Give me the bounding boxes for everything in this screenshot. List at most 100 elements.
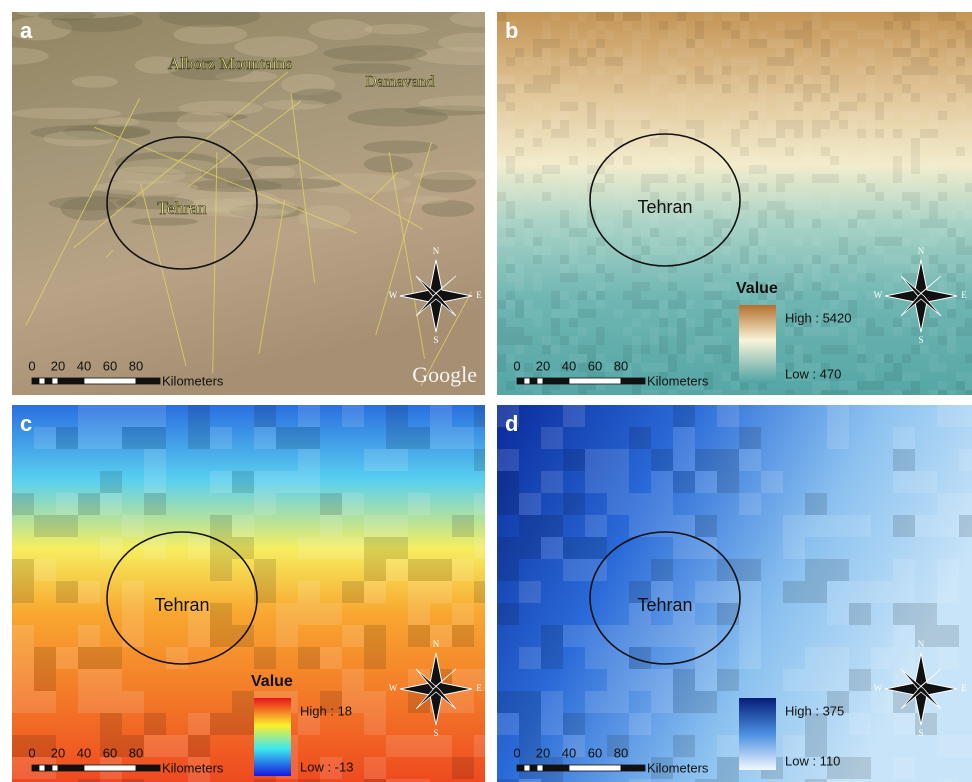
raster-cell bbox=[929, 48, 938, 57]
raster-cell bbox=[497, 219, 506, 228]
raster-cell bbox=[632, 147, 641, 156]
raster-cell bbox=[805, 669, 827, 691]
raster-cell bbox=[551, 120, 560, 129]
raster-cell bbox=[641, 300, 650, 309]
raster-cell bbox=[34, 669, 56, 691]
raster-cell bbox=[965, 246, 972, 255]
raster-cell bbox=[893, 318, 902, 327]
raster-cell bbox=[78, 691, 100, 713]
raster-cell bbox=[515, 48, 524, 57]
raster-cell bbox=[785, 102, 794, 111]
raster-cell bbox=[533, 318, 542, 327]
raster-cell bbox=[515, 129, 524, 138]
raster-cell bbox=[803, 75, 812, 84]
raster-cell bbox=[717, 735, 739, 757]
raster-cell bbox=[722, 210, 731, 219]
panel-label: a bbox=[20, 18, 33, 43]
scale-unit: Kilometers bbox=[162, 760, 224, 775]
raster-cell bbox=[956, 174, 965, 183]
raster-cell bbox=[938, 390, 947, 399]
compass-letter: E bbox=[476, 683, 482, 693]
raster-cell bbox=[848, 138, 857, 147]
raster-cell bbox=[830, 264, 839, 273]
raster-cell bbox=[569, 255, 578, 264]
raster-cell bbox=[506, 84, 515, 93]
raster-cell bbox=[56, 427, 78, 449]
raster-cell bbox=[849, 603, 871, 625]
raster-cell bbox=[956, 57, 965, 66]
raster-cell bbox=[875, 246, 884, 255]
raster-cell bbox=[866, 138, 875, 147]
raster-cell bbox=[713, 84, 722, 93]
raster-cell bbox=[587, 120, 596, 129]
raster-cell bbox=[959, 449, 972, 471]
raster-cell bbox=[866, 66, 875, 75]
raster-cell bbox=[100, 691, 122, 713]
raster-cell bbox=[659, 57, 668, 66]
raster-cell bbox=[515, 273, 524, 282]
raster-cell bbox=[497, 691, 519, 713]
raster-cell bbox=[902, 21, 911, 30]
raster-cell bbox=[704, 12, 713, 21]
raster-cell bbox=[515, 147, 524, 156]
raster-cell bbox=[607, 691, 629, 713]
raster-cell bbox=[866, 48, 875, 57]
raster-cell bbox=[911, 156, 920, 165]
raster-cell bbox=[839, 246, 848, 255]
raster-cell bbox=[533, 309, 542, 318]
raster-cell bbox=[776, 129, 785, 138]
raster-cell bbox=[722, 282, 731, 291]
raster-cell bbox=[911, 210, 920, 219]
legend-low: Low : -13 bbox=[300, 759, 353, 774]
terrain bbox=[413, 170, 494, 180]
raster-cell bbox=[533, 237, 542, 246]
raster-cell bbox=[704, 48, 713, 57]
raster-cell bbox=[673, 471, 695, 493]
raster-cell bbox=[884, 282, 893, 291]
raster-cell bbox=[614, 57, 623, 66]
raster-cell bbox=[524, 57, 533, 66]
raster-cell bbox=[893, 372, 902, 381]
raster-cell bbox=[911, 93, 920, 102]
raster-cell bbox=[364, 647, 386, 669]
raster-cell bbox=[731, 147, 740, 156]
raster-cell bbox=[515, 309, 524, 318]
raster-cell bbox=[717, 581, 739, 603]
raster-cell bbox=[965, 327, 972, 336]
raster-cell bbox=[731, 138, 740, 147]
raster-cell bbox=[596, 66, 605, 75]
raster-cell bbox=[524, 336, 533, 345]
raster-cell bbox=[695, 156, 704, 165]
raster-cell bbox=[947, 300, 956, 309]
raster-cell bbox=[929, 327, 938, 336]
raster-cell bbox=[866, 273, 875, 282]
compass-letter: W bbox=[874, 290, 883, 300]
raster-cell bbox=[785, 57, 794, 66]
raster-cell bbox=[857, 165, 866, 174]
raster-cell bbox=[614, 48, 623, 57]
raster-cell bbox=[830, 84, 839, 93]
raster-cell bbox=[569, 21, 578, 30]
raster-cell bbox=[785, 327, 794, 336]
raster-cell bbox=[585, 647, 607, 669]
scale-unit: Kilometers bbox=[647, 760, 709, 775]
raster-cell bbox=[937, 493, 959, 515]
raster-cell bbox=[821, 174, 830, 183]
raster-cell bbox=[144, 427, 166, 449]
raster-cell bbox=[776, 183, 785, 192]
raster-cell bbox=[629, 625, 651, 647]
raster-cell bbox=[651, 449, 673, 471]
raster-cell bbox=[673, 691, 695, 713]
raster-cell bbox=[650, 147, 659, 156]
raster-cell bbox=[519, 537, 541, 559]
raster-cell bbox=[783, 669, 805, 691]
raster-cell bbox=[830, 93, 839, 102]
raster-cell bbox=[569, 237, 578, 246]
raster-cell bbox=[920, 21, 929, 30]
raster-cell bbox=[541, 713, 563, 735]
raster-cell bbox=[578, 12, 587, 21]
raster-cell bbox=[956, 102, 965, 111]
raster-cell bbox=[210, 427, 232, 449]
raster-cell bbox=[866, 147, 875, 156]
raster-cell bbox=[605, 363, 614, 372]
